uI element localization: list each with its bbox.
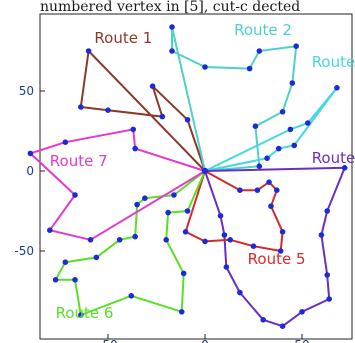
- x-tick-label: 0: [201, 338, 209, 343]
- route-4-stop: [318, 232, 325, 238]
- route-6-stop: [184, 208, 191, 214]
- route-6-stop: [163, 237, 169, 243]
- route-5-stop: [273, 187, 280, 193]
- depot-point: [201, 167, 209, 175]
- route-5-stop: [268, 203, 274, 209]
- route-1-stop: [149, 83, 156, 89]
- route-4-stop: [260, 317, 267, 323]
- route-2-stop: [256, 48, 263, 54]
- route-5-stop: [254, 187, 261, 193]
- route-1-stop: [105, 107, 111, 113]
- route-7-label: Route 7: [50, 152, 108, 170]
- route-4-stop: [326, 296, 332, 302]
- route-3-stop: [275, 145, 282, 152]
- route-6-stop: [171, 192, 177, 198]
- route-2-stop: [246, 65, 253, 72]
- route-3-stop: [291, 142, 298, 149]
- route-1-line: [79, 50, 206, 172]
- route-4-stop: [223, 264, 230, 270]
- route-5-stop: [202, 238, 208, 245]
- route-5-stop: [266, 179, 272, 185]
- route-3-stop: [287, 126, 294, 133]
- route-7-stop: [27, 150, 34, 157]
- route-2-stop: [202, 64, 208, 70]
- route-7-stop: [47, 227, 53, 233]
- route-4-stop: [279, 323, 286, 330]
- route-6-stop: [78, 312, 84, 318]
- route-2-stop: [279, 109, 286, 115]
- route-3-stop: [264, 155, 270, 161]
- y-tick-label: -50: [14, 244, 34, 258]
- route-7-stop: [72, 192, 78, 198]
- route-6-stop: [178, 309, 185, 315]
- y-tick-label: 0: [26, 164, 34, 178]
- y-tick-label: 50: [19, 84, 34, 98]
- route-1-stop: [78, 104, 84, 110]
- route-7-stop: [130, 126, 137, 133]
- route-2-stop: [289, 80, 296, 86]
- route-5-stop: [250, 243, 257, 249]
- route-4-stop: [221, 232, 228, 238]
- route-5-stop: [227, 237, 234, 243]
- route-6-stop: [165, 209, 171, 216]
- route-2-label: Route 2: [234, 21, 292, 39]
- route-7-stop: [132, 145, 138, 152]
- route-3-stop: [305, 120, 311, 126]
- route-6-stop: [128, 293, 135, 299]
- route-3-stop: [334, 85, 340, 91]
- route-4-stop: [324, 208, 331, 214]
- route-4-label: Route 4: [312, 149, 355, 167]
- route-labels: Route 1 Route 2 Route 3 Route 4 Route 5 Route…: [50, 21, 355, 322]
- route-6-stop: [62, 259, 69, 266]
- x-tick-label: -50: [98, 338, 118, 343]
- route-2-stop: [169, 48, 175, 54]
- route-7-stop: [87, 237, 94, 243]
- route-6-stop: [52, 277, 59, 283]
- route-4-stop: [217, 213, 224, 219]
- route-4-stop: [299, 309, 305, 315]
- route-4-stop: [341, 165, 348, 171]
- route-6-stop: [93, 254, 100, 261]
- route-6-stop: [180, 270, 187, 277]
- route-5-stop: [279, 229, 286, 235]
- axis-ticks: 50 0 -50 -50 0 50: [14, 84, 309, 343]
- route-7-stop: [62, 139, 69, 145]
- top-caption: numbered vertex in [5], cut-c dected: [40, 0, 300, 15]
- route-6-stop: [116, 237, 123, 243]
- route-2-line: [171, 26, 298, 172]
- route-6-stop: [132, 233, 138, 240]
- route-1-stop: [159, 113, 166, 120]
- route-6-stop: [72, 277, 78, 283]
- plot-frame: [39, 13, 353, 340]
- route-1-stop: [184, 117, 191, 123]
- route-2-stop: [256, 163, 263, 169]
- route-2-stop: [252, 123, 259, 129]
- route-1-label: Route 1: [94, 29, 152, 47]
- route-5-label: Route 5: [248, 250, 306, 268]
- route-4-stop: [237, 289, 243, 296]
- route-6-stop: [134, 201, 140, 208]
- route-5-stop: [237, 187, 243, 193]
- route-5-stop: [182, 229, 189, 235]
- route-6-label: Route 6: [56, 304, 114, 322]
- route-6-stop: [142, 195, 148, 201]
- route-1-stop: [85, 48, 92, 54]
- route-3-label: Route 3: [312, 53, 355, 71]
- route-7-line: [29, 128, 206, 241]
- routes-layer: [27, 24, 348, 330]
- route-2-stop: [169, 24, 175, 30]
- x-tick-label: 50: [294, 338, 309, 343]
- route-2-stop: [293, 43, 299, 49]
- route-4-stop: [324, 272, 331, 278]
- route-5-stop: [277, 248, 284, 254]
